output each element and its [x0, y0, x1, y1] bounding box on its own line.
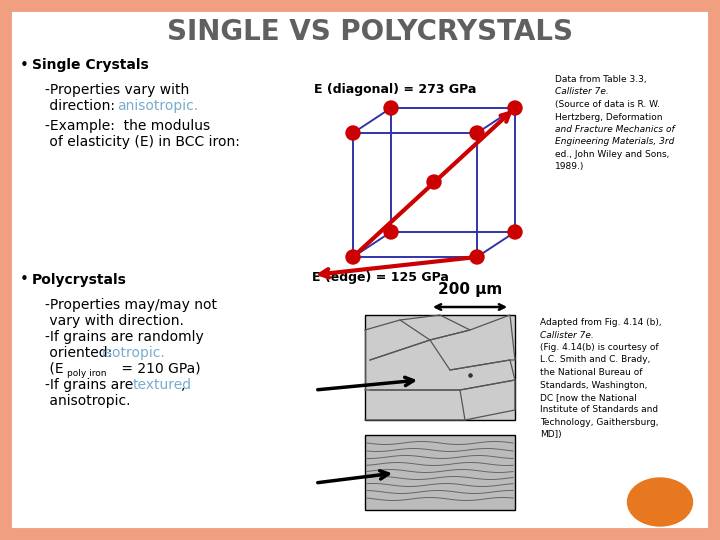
Circle shape	[384, 101, 398, 115]
Text: 200 μm: 200 μm	[438, 282, 502, 297]
Text: Standards, Washington,: Standards, Washington,	[540, 381, 647, 389]
Text: Polycrystals: Polycrystals	[32, 273, 127, 287]
Text: (Source of data is R. W.: (Source of data is R. W.	[555, 100, 660, 109]
Text: 1989.): 1989.)	[555, 163, 585, 172]
Text: (E: (E	[45, 362, 63, 376]
Bar	[365, 315, 515, 420]
Text: ,: ,	[181, 378, 185, 392]
Text: •: •	[20, 273, 29, 287]
Text: MD]): MD])	[540, 430, 562, 440]
Text: Adapted from Fig. 4.14 (b),: Adapted from Fig. 4.14 (b),	[540, 318, 662, 327]
Text: Data from Table 3.3,: Data from Table 3.3,	[555, 75, 647, 84]
Text: DC [now the National: DC [now the National	[540, 393, 636, 402]
Circle shape	[427, 175, 441, 189]
Text: textured: textured	[133, 378, 192, 392]
Text: L.C. Smith and C. Brady,: L.C. Smith and C. Brady,	[540, 355, 650, 364]
Text: SINGLE VS POLYCRYSTALS: SINGLE VS POLYCRYSTALS	[167, 18, 573, 46]
Circle shape	[470, 126, 484, 140]
Text: -If grains are: -If grains are	[45, 378, 138, 392]
Circle shape	[346, 126, 360, 140]
Text: poly iron: poly iron	[67, 368, 107, 377]
Text: -Properties vary with: -Properties vary with	[45, 83, 189, 97]
Text: direction:: direction:	[45, 99, 120, 113]
Circle shape	[508, 225, 522, 239]
Text: -Properties may/may not: -Properties may/may not	[45, 298, 217, 312]
Circle shape	[346, 250, 360, 264]
Text: -If grains are randomly: -If grains are randomly	[45, 330, 204, 344]
Text: Hertzberg, Deformation: Hertzberg, Deformation	[555, 112, 662, 122]
Text: vary with direction.: vary with direction.	[45, 314, 184, 328]
Circle shape	[470, 250, 484, 264]
Text: E (edge) = 125 GPa: E (edge) = 125 GPa	[312, 271, 449, 284]
Text: Callister 7e.: Callister 7e.	[555, 87, 608, 97]
Text: oriented:: oriented:	[45, 346, 117, 360]
Text: Institute of Standards and: Institute of Standards and	[540, 406, 658, 415]
Text: the National Bureau of: the National Bureau of	[540, 368, 642, 377]
Text: -Example:  the modulus: -Example: the modulus	[45, 119, 210, 133]
Ellipse shape	[628, 478, 693, 526]
FancyBboxPatch shape	[5, 5, 715, 535]
Text: anisotropic.: anisotropic.	[117, 99, 198, 113]
Text: Single Crystals: Single Crystals	[32, 58, 149, 72]
Text: anisotropic.: anisotropic.	[45, 394, 130, 408]
Text: = 210 GPa): = 210 GPa)	[117, 362, 201, 376]
Circle shape	[384, 225, 398, 239]
Text: of elasticity (E) in BCC iron:: of elasticity (E) in BCC iron:	[45, 135, 240, 149]
Text: isotropic.: isotropic.	[102, 346, 166, 360]
Circle shape	[508, 101, 522, 115]
Text: (Fig. 4.14(b) is courtesy of: (Fig. 4.14(b) is courtesy of	[540, 343, 659, 352]
Text: Callister 7e.: Callister 7e.	[540, 330, 594, 340]
Bar	[365, 435, 515, 510]
Text: Engineering Materials, 3rd: Engineering Materials, 3rd	[555, 138, 675, 146]
Text: Technology, Gaithersburg,: Technology, Gaithersburg,	[540, 418, 659, 427]
Text: ed., John Wiley and Sons,: ed., John Wiley and Sons,	[555, 150, 670, 159]
Text: E (diagonal) = 273 GPa: E (diagonal) = 273 GPa	[314, 84, 476, 97]
Text: and Fracture Mechanics of: and Fracture Mechanics of	[555, 125, 675, 134]
Text: •: •	[20, 57, 29, 72]
